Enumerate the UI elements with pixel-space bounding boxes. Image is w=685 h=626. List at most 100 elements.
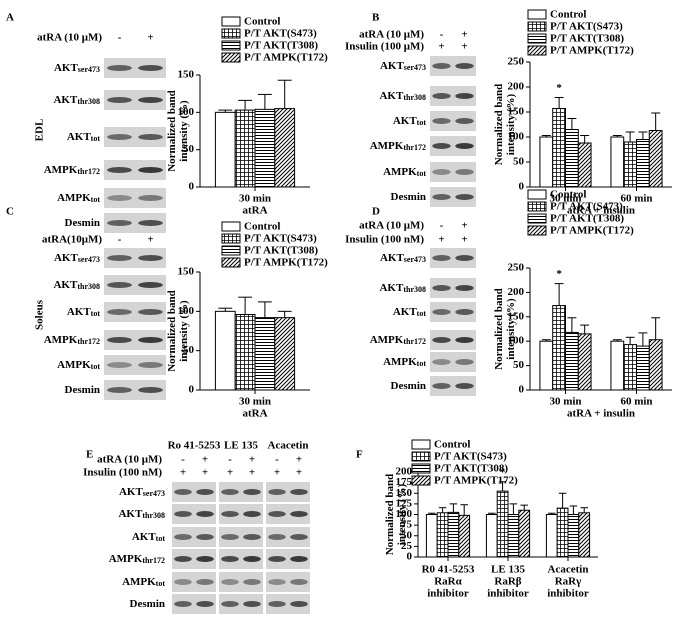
bar xyxy=(274,108,296,188)
blot-band xyxy=(138,65,163,71)
y-tick-label: 200 xyxy=(508,81,525,93)
blot-band xyxy=(432,118,451,124)
bar xyxy=(623,141,637,188)
blot-strip xyxy=(104,188,166,208)
band-label: AKTtot xyxy=(393,306,427,318)
blot-band xyxy=(107,220,132,226)
blot-strip xyxy=(219,482,263,502)
blot-band xyxy=(138,97,163,103)
band-label: AMPKthr172 xyxy=(370,140,426,152)
blot-strip xyxy=(219,504,263,524)
bar xyxy=(578,512,591,558)
blot-band xyxy=(107,337,132,343)
legend-swatch xyxy=(527,189,547,200)
y-axis-title: Normalized bandintensity (%) xyxy=(493,84,517,166)
band-site: tot xyxy=(156,534,166,543)
band-protein: AMPK xyxy=(44,164,78,176)
y-tick-label: 125 xyxy=(396,497,413,509)
legend-swatch xyxy=(411,451,431,462)
blot-strip xyxy=(172,594,216,614)
legend-label: Control xyxy=(434,439,470,451)
blot-strip xyxy=(104,213,166,233)
legend-label: P/T AKT(S473) xyxy=(550,21,623,33)
x-tick-label: LE 135 xyxy=(491,564,525,576)
x-tick-label: 60 min xyxy=(620,193,652,205)
blot-panel: atRA (10 μM) - +AKTser473AKTthr308AKTtotAM… xyxy=(34,32,166,233)
bar xyxy=(565,129,579,188)
legend-label: P/T AKT(S473) xyxy=(434,451,507,463)
treatment-sign: - xyxy=(275,454,279,466)
blot-band xyxy=(455,337,474,343)
blot-band xyxy=(268,579,286,585)
treatment-sign: + xyxy=(227,467,233,479)
bar xyxy=(648,339,663,391)
blot-band xyxy=(243,556,261,562)
band-protein: Desmin xyxy=(65,217,100,229)
blot-band xyxy=(432,194,451,200)
band-label: AKTthr308 xyxy=(118,508,165,520)
band-protein: AKT xyxy=(380,60,405,72)
blot-band xyxy=(455,143,474,149)
blot-strip xyxy=(219,594,263,614)
blot-band xyxy=(196,556,214,562)
y-tick-label: 175 xyxy=(396,476,413,488)
band-protein: AMPK xyxy=(57,192,91,204)
y-tick-label: 50 xyxy=(183,143,195,155)
legend-label: P/T AMPK(T172) xyxy=(434,475,518,487)
x-tick-label: RaRγ xyxy=(555,576,582,588)
bar xyxy=(254,317,276,391)
treatment-sign: + xyxy=(147,32,153,44)
legend-label: P/T AKT(S473) xyxy=(550,201,623,213)
group-label: Ro 41-5253 xyxy=(168,440,221,452)
y-tick-label: 150 xyxy=(178,69,195,81)
x-tick-label: inhibitor xyxy=(487,588,529,600)
band-label: AMPKtot xyxy=(57,359,100,371)
legend-swatch xyxy=(221,40,241,51)
blot-strip xyxy=(172,504,216,524)
blot-band xyxy=(432,169,451,175)
band-label: AMPKthr172 xyxy=(109,553,165,565)
y-axis-title-line: Normalized band xyxy=(166,90,178,172)
blot-band xyxy=(138,167,163,173)
blot-strip xyxy=(266,527,310,547)
band-protein: AMPK xyxy=(44,334,78,346)
band-site: tot xyxy=(91,362,101,371)
blot-panel: atRA (10 μM) - +Insulin (100 nM) + +AKTser47… xyxy=(345,220,476,396)
blot-strip xyxy=(266,572,310,592)
x-tick-label: RaRα xyxy=(434,576,462,588)
legend-swatch xyxy=(527,201,547,212)
y-tick-label: 50 xyxy=(183,344,195,356)
band-site: thr172 xyxy=(77,337,100,346)
blot-strip xyxy=(430,187,476,207)
band-label: AKTthr308 xyxy=(379,282,426,294)
x-tick-label: Acacetin xyxy=(548,564,589,576)
legend-swatch xyxy=(527,33,547,44)
x-tick-label: R0 41-5253 xyxy=(422,564,475,576)
treatment-sign: + xyxy=(461,41,467,53)
band-label: AKTtot xyxy=(132,531,166,543)
band-label: AMPKthr172 xyxy=(44,164,100,176)
blot-band xyxy=(432,337,451,343)
treatment-sign: - xyxy=(440,29,444,41)
legend-swatch xyxy=(527,21,547,32)
band-label: AKTser473 xyxy=(54,252,100,264)
blot-band xyxy=(290,489,308,495)
blot-band xyxy=(455,285,474,291)
treatment-sign: + xyxy=(202,467,208,479)
treatment-label: Insulin (100 μM) xyxy=(345,41,424,53)
tissue-label: EDL xyxy=(34,119,46,142)
band-protein: AMPK xyxy=(109,553,143,565)
blot-strip xyxy=(430,56,476,76)
bar xyxy=(577,333,592,391)
bar xyxy=(648,130,663,188)
band-protein: AKT xyxy=(53,94,78,106)
band-site: thr308 xyxy=(77,282,100,291)
treatment-sign: + xyxy=(438,41,444,53)
band-label: AKTthr308 xyxy=(379,90,426,102)
y-tick-label: 250 xyxy=(508,262,525,274)
band-protein: AKT xyxy=(393,115,418,127)
blot-band xyxy=(455,118,474,124)
band-protein: AMPK xyxy=(383,356,417,368)
